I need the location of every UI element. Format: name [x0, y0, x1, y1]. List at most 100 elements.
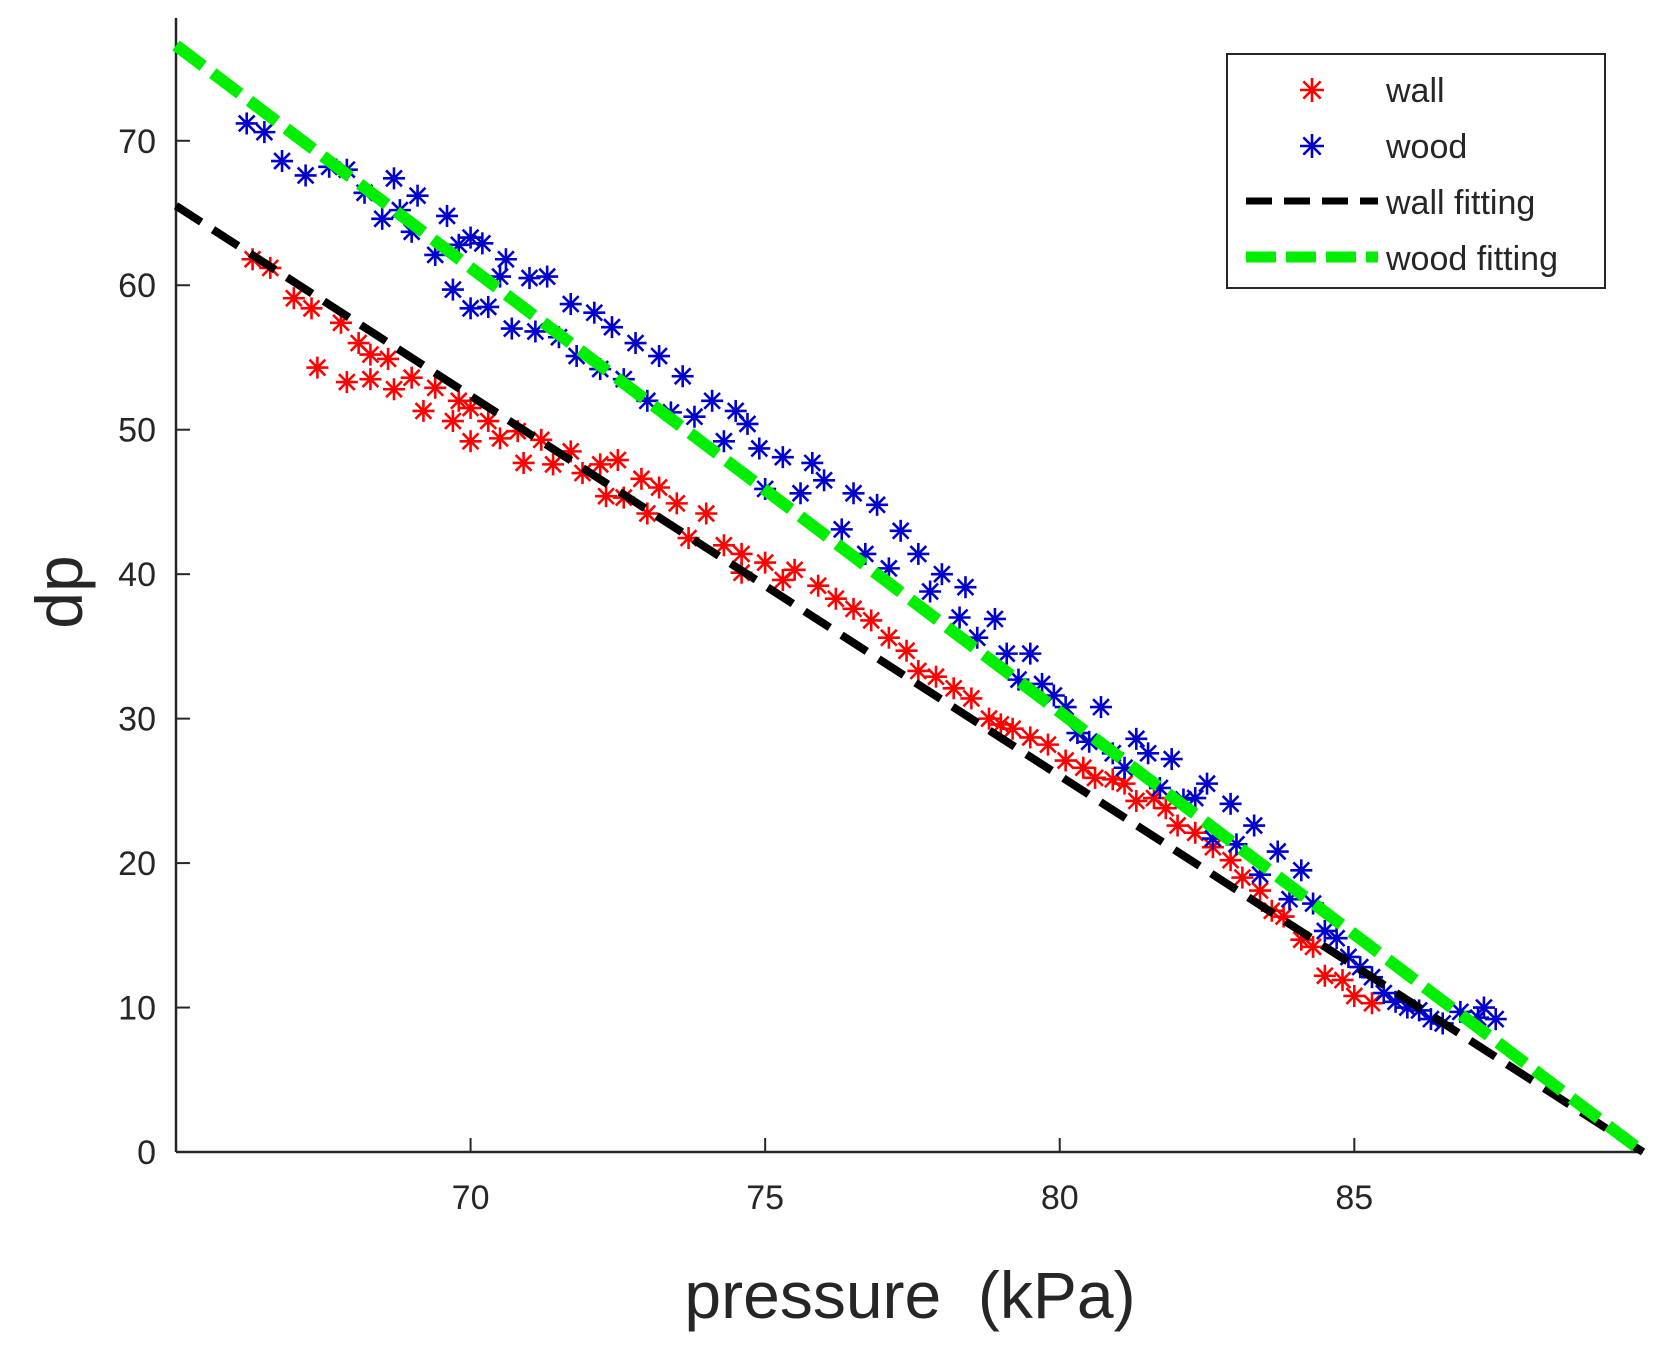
wood-point — [494, 248, 517, 271]
legend-star-wall — [1300, 78, 1324, 102]
wall-point — [382, 378, 405, 401]
wood-point — [235, 112, 258, 135]
wood-point — [889, 519, 912, 542]
wood-point — [436, 204, 459, 227]
wall-point — [459, 430, 482, 453]
legend-label-wall-fitting: wall fitting — [1385, 184, 1535, 222]
y-tick-label: 50 — [118, 412, 156, 450]
wall-point — [730, 542, 753, 565]
legend-label-wood: wood — [1385, 128, 1467, 166]
wall-point — [512, 451, 535, 474]
wood-point — [536, 265, 559, 288]
y-tick-label: 30 — [118, 701, 156, 739]
wood-point — [1160, 748, 1183, 771]
wall-point — [807, 574, 830, 597]
wood-point — [294, 164, 317, 187]
wood-point — [1290, 859, 1313, 882]
wall-point — [895, 639, 918, 662]
wall-point — [712, 534, 735, 557]
wall-point — [1001, 717, 1024, 740]
wood-point — [1089, 696, 1112, 719]
wall-point — [489, 427, 512, 450]
wood-point — [471, 232, 494, 255]
wall-point — [400, 366, 423, 389]
wood-point — [459, 297, 482, 320]
legend-entry-wall-fitting: wall fitting — [1246, 184, 1535, 222]
wood-point — [789, 482, 812, 505]
wall-point — [754, 551, 777, 574]
wood-point — [930, 563, 953, 586]
wall-point — [595, 485, 618, 508]
wood-point — [1302, 892, 1325, 915]
wall-point — [1249, 879, 1272, 902]
wood-point — [559, 293, 582, 316]
wood-point — [1019, 642, 1042, 665]
wood-point — [830, 518, 853, 541]
wall-point — [530, 428, 553, 451]
x-tick-label: 75 — [746, 1179, 784, 1217]
wood-point — [1372, 982, 1395, 1005]
wall-point — [960, 687, 983, 710]
wood-point — [948, 606, 971, 629]
wood-fitting-line — [172, 40, 1647, 1157]
wall-point — [441, 410, 464, 433]
wood-point — [382, 167, 405, 190]
wood-point — [565, 345, 588, 368]
wood-point — [995, 642, 1018, 665]
wall-point — [424, 376, 447, 399]
wood-point — [736, 412, 759, 435]
wall-point — [860, 609, 883, 632]
wall-point — [1231, 866, 1254, 889]
wood-point — [1125, 727, 1148, 750]
wall-point — [1125, 789, 1148, 812]
legend-marker-wall — [1300, 78, 1324, 102]
wall-point — [907, 659, 930, 682]
wood-point — [1313, 919, 1336, 942]
x-tick-label: 80 — [1041, 1179, 1079, 1217]
wall-point — [377, 347, 400, 370]
wall-point — [842, 597, 865, 620]
wood-point — [1137, 742, 1160, 765]
wood-point — [518, 267, 541, 290]
legend-label-wood-fitting: wood fitting — [1385, 240, 1558, 278]
wood-point — [477, 295, 500, 318]
wood-point — [1219, 792, 1242, 815]
wood-point — [683, 405, 706, 428]
wood-point — [1196, 772, 1219, 795]
legend-marker-wood — [1300, 134, 1324, 158]
wood-point — [919, 580, 942, 603]
wood-point — [600, 316, 623, 339]
wall-fitting-line — [173, 202, 1646, 1156]
wall-point — [1166, 814, 1189, 837]
wall-point — [335, 371, 358, 394]
y-tick-label: 20 — [118, 845, 156, 883]
wood-point — [624, 332, 647, 355]
wood-point — [371, 207, 394, 230]
wall-point — [877, 626, 900, 649]
wall-point — [359, 343, 382, 366]
wood-point — [866, 493, 889, 516]
wall-point — [1343, 984, 1366, 1007]
wood-point — [524, 320, 547, 343]
wood-point — [983, 607, 1006, 630]
wood-point — [648, 345, 671, 368]
legend-box — [1226, 53, 1606, 289]
wall-point — [412, 399, 435, 422]
wall-point — [665, 492, 688, 515]
wall-point — [447, 389, 470, 412]
wood-point — [1243, 814, 1266, 837]
wall-point — [306, 356, 329, 379]
wall-point — [1184, 821, 1207, 844]
wood-point — [447, 233, 470, 256]
wall-point — [1019, 726, 1042, 749]
wall-point — [824, 587, 847, 610]
y-tick-label: 10 — [118, 990, 156, 1028]
legend: wall wood wall fitting wood fitting — [1226, 53, 1606, 289]
legend-entry-wood: wood — [1300, 128, 1467, 166]
wall-point — [359, 368, 382, 391]
wood-point — [441, 278, 464, 301]
y-axis-title: dp — [22, 555, 96, 628]
wall-point — [606, 449, 629, 472]
wall-point — [589, 453, 612, 476]
wood-point — [671, 365, 694, 388]
